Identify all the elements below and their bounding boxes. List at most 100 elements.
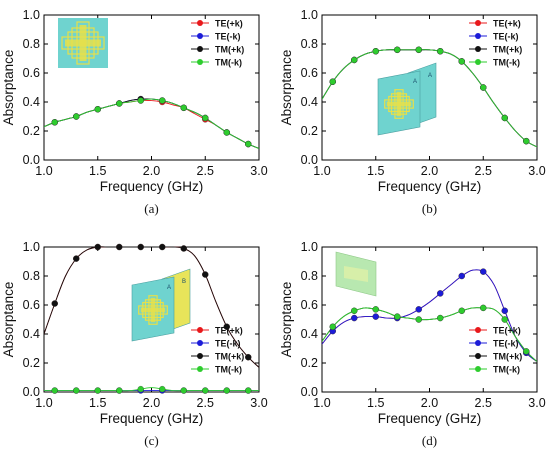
legend-label: TE(-k) (215, 32, 241, 42)
legend-marker (475, 59, 481, 65)
data-point (501, 307, 508, 314)
data-point (437, 314, 444, 322)
legend-label: TM(+k) (215, 352, 244, 362)
data-point (329, 323, 336, 330)
y-tick-label: 0.4 (23, 95, 40, 109)
legend-marker (197, 59, 203, 65)
chart-panel: 1.0 1.5 2.0 2.5 3.0 0.0 0.2 0.4 0.6 0.8 1.0 Frequen… (1, 8, 268, 216)
y-tick-label: 0.2 (301, 356, 318, 370)
legend-label: TE(-k) (215, 339, 241, 349)
data-point (137, 97, 144, 104)
x-tick-label: 3.0 (528, 396, 545, 410)
data-point (202, 114, 209, 122)
legend-label: TM(-k) (215, 365, 242, 375)
data-point (180, 245, 187, 252)
data-point (94, 387, 101, 394)
data-point (501, 114, 508, 122)
inset-image (335, 251, 377, 297)
y-tick-label: 0.8 (301, 269, 318, 283)
legend-label: TE(+k) (493, 326, 521, 336)
data-point (159, 97, 166, 104)
data-point (351, 307, 358, 314)
chart-panel: 1.0 1.5 2.0 2.5 3.0 0.0 0.2 0.4 0.6 0.8 1.0 Frequen… (1, 240, 268, 448)
data-point (351, 314, 358, 322)
data-point (223, 129, 230, 136)
data-point (180, 387, 187, 394)
legend-label: TM(-k) (215, 58, 242, 68)
y-tick-label: 0.0 (23, 385, 40, 399)
data-point (480, 84, 487, 91)
data-point (372, 306, 379, 313)
y-tick-label: 1.0 (301, 8, 318, 22)
series-line (44, 98, 259, 149)
legend-marker (475, 340, 481, 346)
y-axis-label: Absorptance (1, 50, 16, 126)
legend-marker (197, 46, 203, 52)
data-point (415, 46, 422, 53)
y-axis-label: Absorptance (279, 50, 294, 126)
legend-label: TE(+k) (215, 326, 243, 336)
y-axis-label: Absorptance (1, 282, 16, 358)
data-point (116, 387, 123, 394)
y-tick-label: 0.4 (23, 327, 40, 341)
x-tick-label: 1.0 (35, 396, 52, 410)
y-tick-label: 0.6 (301, 66, 318, 80)
x-tick-label: 2.0 (143, 396, 160, 410)
data-point (351, 56, 358, 64)
data-point (180, 104, 187, 111)
inset-label: B (182, 279, 186, 285)
x-axis-label: Frequency (GHz) (100, 179, 204, 194)
x-tick-label: 2.0 (143, 164, 160, 178)
y-tick-label: 0.0 (23, 153, 40, 167)
panel-label: (d) (422, 433, 437, 448)
data-point (372, 48, 379, 55)
series-line (322, 307, 537, 362)
y-tick-label: 0.4 (301, 327, 318, 341)
data-point (480, 304, 487, 312)
data-point (94, 106, 101, 113)
y-tick-label: 0.8 (23, 269, 40, 283)
data-point (51, 119, 58, 126)
x-tick-label: 3.0 (250, 164, 267, 178)
legend-label: TE(-k) (493, 32, 519, 42)
series-line (322, 269, 537, 362)
legend-marker (475, 46, 481, 52)
y-tick-label: 0.0 (301, 153, 318, 167)
data-point (159, 243, 166, 251)
inset-label: A (428, 73, 432, 79)
x-tick-label: 2.5 (475, 396, 492, 410)
legend-marker (475, 366, 481, 372)
inset-image: AB (131, 268, 191, 342)
data-point (116, 100, 123, 107)
x-tick-label: 1.5 (89, 164, 106, 178)
y-tick-label: 1.0 (23, 8, 40, 22)
data-point (437, 48, 444, 55)
x-tick-label: 2.5 (475, 164, 492, 178)
data-point (415, 306, 422, 313)
data-point (159, 385, 166, 393)
series-line (44, 246, 259, 368)
legend-label: TM(-k) (493, 365, 520, 375)
data-point (51, 387, 58, 394)
legend-label: TM(+k) (215, 45, 244, 55)
data-point (137, 243, 144, 251)
y-axis-label: Absorptance (279, 282, 294, 358)
legend-label: TM(-k) (493, 58, 520, 68)
panel-label: (b) (422, 201, 437, 216)
chart-panel: 1.0 1.5 2.0 2.5 3.0 0.0 0.2 0.4 0.6 0.8 1.0 Frequen… (279, 240, 546, 448)
x-tick-label: 2.0 (421, 396, 438, 410)
legend-marker (197, 33, 203, 39)
data-point (73, 255, 80, 262)
data-point (372, 313, 379, 320)
legend-marker (197, 353, 203, 359)
data-point (94, 243, 101, 251)
data-point (202, 387, 209, 394)
x-tick-label: 1.0 (313, 396, 330, 410)
data-point (245, 140, 252, 148)
y-tick-label: 0.6 (23, 298, 40, 312)
data-point (202, 271, 209, 278)
legend-marker (197, 340, 203, 346)
x-tick-label: 2.5 (197, 164, 214, 178)
legend-label: TM(+k) (493, 352, 522, 362)
x-tick-label: 1.5 (89, 396, 106, 410)
